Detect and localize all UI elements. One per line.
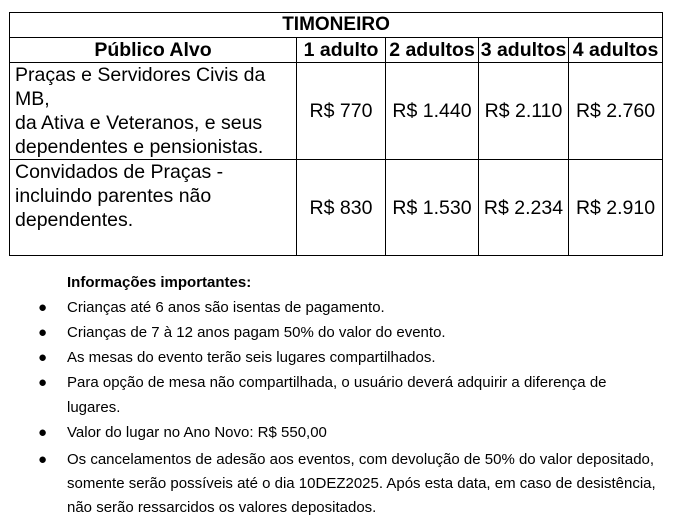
audience-cell: Praças e Servidores Civis da MB, da Ativ… [9,62,297,160]
header-1-adult: 1 adulto [296,37,386,63]
price-cell: R$ 2.760 [567,62,664,160]
list-item-text: Os cancelamentos de adesão aos eventos, … [67,451,656,516]
list-item: ● Valor do lugar no Ano Novo: R$ 550,00 [0,420,676,445]
header-3-adults: 3 adultos [478,37,569,63]
info-list: ● Crianças até 6 anos são isentas de paga… [0,295,676,520]
table-row: Convidados de Praças - incluindo parente… [9,159,664,256]
list-item: ● Para opção de mesa não compartilhada, o… [0,370,676,420]
list-item: ● Crianças de 7 à 12 anos pagam 50% do va… [0,320,676,345]
price-cell: R$ 2.234 [478,159,569,256]
header-2-adults: 2 adultos [385,37,479,63]
list-item: ● Crianças até 6 anos são isentas de paga… [0,295,676,320]
list-item-text: As mesas do evento terão seis lugares co… [67,349,436,366]
bullet-icon: ● [38,451,48,468]
price-cell: R$ 770 [296,62,386,160]
list-item: ● As mesas do evento terão seis lugares c… [0,345,676,370]
price-cell: R$ 2.910 [567,159,664,256]
pricing-table: TIMONEIRO Público Alvo 1 adulto 2 adulto… [8,12,664,256]
audience-line: Convidados de Praças - incluindo parente… [15,161,224,231]
table-row: Praças e Servidores Civis da MB, da Ativ… [9,62,664,160]
price-cell: R$ 2.110 [478,62,569,160]
bullet-icon: ● [38,299,48,316]
bullet-icon: ● [38,374,48,391]
header-audience: Público Alvo [9,37,297,63]
list-item-text: Crianças de 7 à 12 anos pagam 50% do val… [67,324,446,341]
audience-line: da Ativa e Veteranos, e seus dependentes… [15,112,264,158]
important-info: Informações importantes: ● Crianças até 6… [0,270,676,520]
header-4-adults: 4 adultos [567,37,664,63]
info-heading: Informações importantes: [67,274,252,291]
list-item-text: Crianças até 6 anos são isentas de pagam… [67,299,385,316]
bullet-icon: ● [38,324,48,341]
list-item: ● Os cancelamentos de adesão aos eventos,… [0,448,676,520]
audience-cell: Convidados de Praças - incluindo parente… [9,159,297,256]
price-cell: R$ 1.440 [385,62,479,160]
price-cell: R$ 830 [296,159,386,256]
price-cell: R$ 1.530 [385,159,479,256]
table-title: TIMONEIRO [8,12,664,38]
audience-line: Praças e Servidores Civis da MB, [15,64,266,110]
bullet-icon: ● [38,424,48,441]
bullet-icon: ● [38,349,48,366]
list-item-text: Valor do lugar no Ano Novo: R$ 550,00 [67,424,327,441]
list-item-text: Para opção de mesa não compartilhada, o … [67,374,607,416]
